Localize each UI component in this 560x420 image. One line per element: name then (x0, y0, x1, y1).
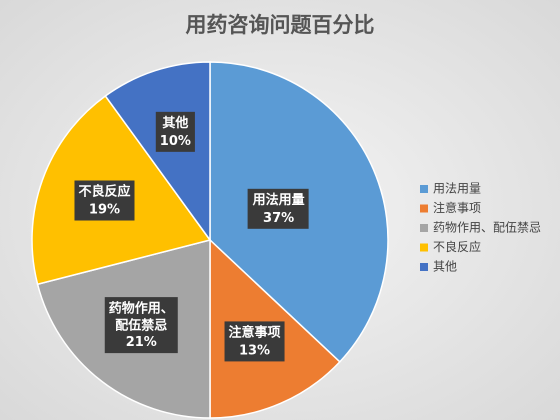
data-label-box (247, 188, 309, 229)
legend-label: 注意事项 (433, 200, 481, 215)
legend-label: 其他 (433, 260, 457, 274)
data-label-line: 配伍禁忌 (115, 317, 167, 333)
data-label: 注意事项 13% (224, 321, 285, 362)
legend-swatch (420, 204, 428, 213)
data-label-value: 10% (160, 134, 191, 149)
data-label-line: 药物作用、 (109, 300, 174, 316)
data-label-box (155, 111, 195, 152)
data-label-box (104, 297, 178, 354)
data-label-category: 药物作用、配伍禁忌 (109, 300, 174, 333)
data-label-value: 21% (126, 335, 157, 350)
data-label-value: 13% (239, 343, 270, 358)
data-label-box (74, 180, 135, 221)
chart-title: 用药咨询问题百分比 (186, 13, 375, 37)
data-label-value: 19% (89, 203, 120, 218)
legend-label: 不良反应 (433, 239, 481, 254)
data-label: 用法用量 37% (247, 188, 309, 229)
data-label-value: 37% (263, 211, 294, 226)
data-label: 不良反应 19% (74, 180, 135, 221)
legend-swatch (420, 224, 428, 232)
data-label: 药物作用、配伍禁忌 21% (104, 297, 178, 354)
legend-label: 用法用量 (433, 182, 481, 196)
data-label-category: 不良反应 (78, 184, 130, 200)
legend-label: 药物作用、配伍禁忌 (433, 221, 541, 235)
data-label-category: 注意事项 (229, 324, 281, 340)
data-label-box (224, 321, 285, 362)
legend-swatch (420, 185, 428, 193)
data-label: 其他 10% (155, 111, 195, 152)
data-label-category: 其他 (162, 115, 188, 131)
data-label-category: 用法用量 (252, 192, 305, 208)
legend-swatch (420, 243, 428, 252)
legend-swatch (420, 263, 428, 271)
